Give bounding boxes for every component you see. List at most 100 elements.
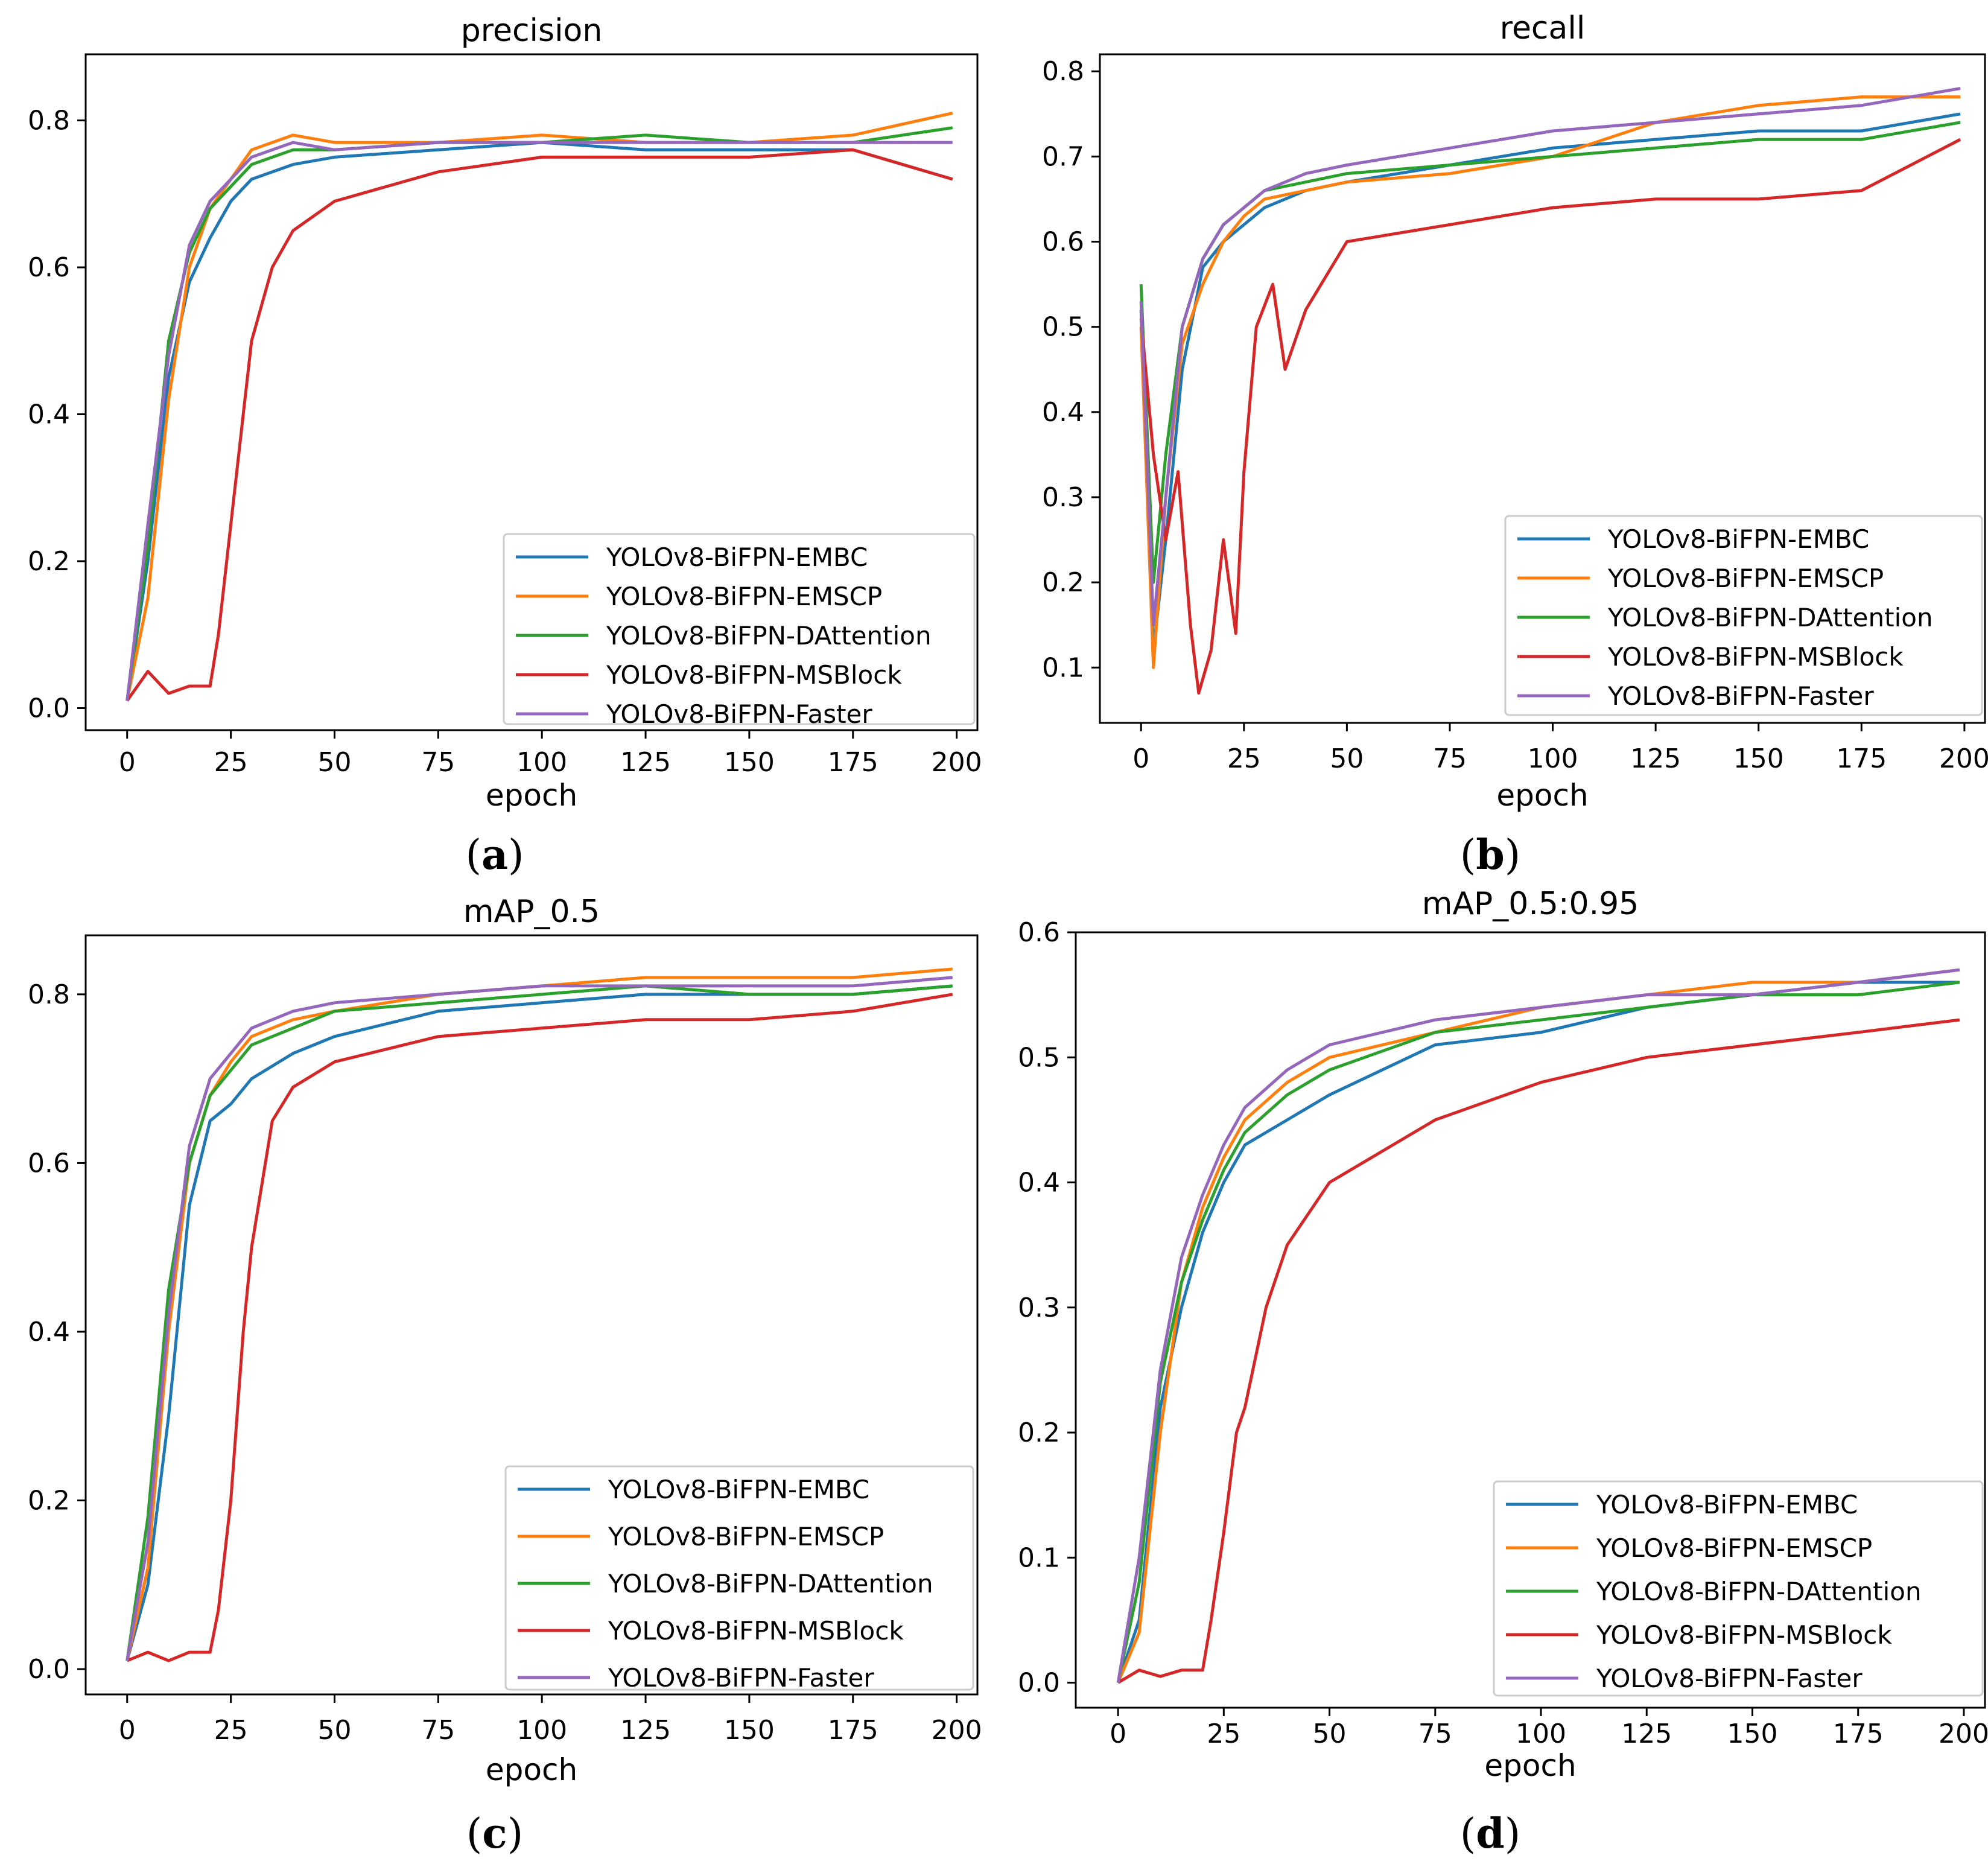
x-tick-label: 25 [214, 1715, 248, 1746]
legend-entry: YOLOv8-BiFPN-DAttention [608, 1569, 933, 1598]
y-tick-label: 0.0 [28, 1654, 70, 1685]
x-tick-label: 0 [119, 1715, 136, 1746]
axes-frame [84, 53, 979, 731]
x-tick-label: 200 [1939, 743, 1988, 774]
x-tick-label: 175 [828, 1715, 878, 1746]
x-tick-label: 175 [1833, 1719, 1884, 1749]
chart-title: mAP_0.5:0.95 [1422, 886, 1639, 922]
x-tick-label: 75 [1418, 1719, 1452, 1749]
y-tick-label: 0.4 [28, 399, 70, 430]
x-tick-label: 175 [828, 747, 878, 778]
x-tick-label: 25 [1227, 743, 1261, 774]
legend-entry: YOLOv8-BiFPN-EMSCP [1596, 1533, 1872, 1563]
series-line-yolov8-bifpn-msblock [1139, 138, 1961, 695]
series-line-yolov8-bifpn-faster [1139, 87, 1961, 627]
legend-box [1493, 1480, 1984, 1697]
y-tick-label: 0.1 [1042, 652, 1084, 683]
x-tick-label: 125 [620, 1715, 671, 1746]
x-tick-label: 200 [1939, 1719, 1988, 1749]
axes-frame [84, 934, 979, 1696]
series-line-yolov8-bifpn-faster [1116, 968, 1960, 1683]
x-tick-label: 25 [1207, 1719, 1240, 1749]
legend-entry: YOLOv8-BiFPN-MSBlock [608, 1616, 904, 1646]
chart-panel-a: precision 0 25 50 75 100 125 150 175 200 0.0 0.2 0.4… [28, 13, 982, 813]
x-axis-label: epoch [1484, 1748, 1576, 1783]
x-tick-label: 50 [1313, 1719, 1347, 1749]
series-line-yolov8-bifpn-msblock [125, 148, 953, 702]
x-tick-label: 175 [1836, 743, 1887, 774]
y-tick-label: 0.6 [28, 252, 70, 283]
y-tick-label: 0.4 [28, 1317, 70, 1347]
legend-entry: YOLOv8-BiFPN-EMBC [606, 542, 868, 572]
x-tick-label: 150 [724, 747, 775, 778]
y-tick-label: 0.2 [1018, 1417, 1060, 1448]
series-line-yolov8-bifpn-embc [1139, 112, 1961, 652]
legend-entry: YOLOv8-BiFPN-MSBlock [1607, 642, 1904, 672]
legend-entry: YOLOv8-BiFPN-DAttention [1607, 603, 1933, 632]
chart-panel-d: mAP_0.5:0.95 0 25 50 75 100 125 150 175 200 0.0 0.1… [1018, 886, 1988, 1783]
legend-entry: YOLOv8-BiFPN-EMSCP [1607, 564, 1884, 593]
plots-layer: precision 0 25 50 75 100 125 150 175 200 0.0 0.2 0.4… [28, 10, 1988, 1787]
legend-box [504, 1465, 974, 1691]
x-tick-label: 150 [724, 1715, 775, 1746]
series-line-yolov8-bifpn-dattention [1116, 981, 1960, 1684]
chart-title: recall [1500, 10, 1586, 46]
y-tick-label: 0.2 [28, 546, 70, 577]
x-tick-label: 50 [317, 1715, 351, 1746]
x-tick-label: 125 [620, 747, 671, 778]
legend: YOLOv8-BiFPN-EMBC YOLOv8-BiFPN-EMSCP YOLOv… [1493, 1480, 1984, 1697]
series-group [1139, 87, 1961, 695]
y-tick-label: 0.5 [1018, 1042, 1060, 1073]
y-tick-label: 0.0 [1018, 1668, 1060, 1699]
x-tick-label: 100 [516, 747, 567, 778]
legend-entry: YOLOv8-BiFPN-Faster [1607, 681, 1874, 711]
legend-entry: YOLOv8-BiFPN-Faster [608, 1663, 874, 1693]
series-group [1116, 968, 1960, 1684]
x-tick-label: 100 [1516, 1719, 1566, 1749]
y-tick-label: 0.2 [28, 1486, 70, 1516]
x-axis-label: epoch [1496, 778, 1588, 813]
series-line-yolov8-bifpn-emscp [1116, 968, 1960, 1684]
legend-entry: YOLOv8-BiFPN-DAttention [606, 621, 932, 650]
legend-box [1504, 515, 1983, 716]
legend-entry: YOLOv8-BiFPN-MSBlock [1596, 1620, 1892, 1650]
y-tick-label: 0.8 [28, 979, 70, 1010]
y-tick-label: 0.5 [1042, 312, 1084, 343]
y-tick-label: 0.4 [1018, 1168, 1060, 1198]
x-tick-label: 50 [1330, 743, 1364, 774]
series-group [125, 967, 953, 1662]
chart-title: mAP_0.5 [463, 894, 600, 930]
x-tick-label: 75 [421, 1715, 455, 1746]
series-line-yolov8-bifpn-msblock [126, 993, 953, 1662]
x-tick-label: 200 [932, 1715, 982, 1746]
y-tick-label: 0.6 [28, 1148, 70, 1178]
legend: YOLOv8-BiFPN-EMBC YOLOv8-BiFPN-EMSCP YOLOv… [503, 533, 976, 729]
panel-label-a: (a) [465, 831, 524, 879]
chart-panel-c: mAP_0.5 0 25 50 75 100 125 150 175 200 0.0 0.2 0.4 0.… [28, 894, 982, 1787]
legend-entry: YOLOv8-BiFPN-EMBC [608, 1475, 869, 1504]
legend-box [503, 533, 976, 725]
series-line-yolov8-bifpn-msblock [1117, 1018, 1960, 1684]
y-tick-label: 0.4 [1042, 397, 1084, 428]
y-tick-label: 0.7 [1042, 141, 1084, 172]
panel-label-c: (c) [466, 1810, 523, 1858]
x-tick-label: 50 [317, 747, 351, 778]
x-tick-label: 150 [1727, 1719, 1777, 1749]
y-tick-label: 0.0 [28, 693, 70, 724]
legend: YOLOv8-BiFPN-EMBC YOLOv8-BiFPN-EMSCP YOLOv… [504, 1465, 974, 1693]
series-line-yolov8-bifpn-dattention [1139, 121, 1961, 584]
legend-entry: YOLOv8-BiFPN-EMSCP [606, 582, 882, 611]
x-axis-label: epoch [486, 778, 577, 813]
y-tick-label: 0.3 [1018, 1293, 1060, 1323]
x-tick-label: 100 [516, 1715, 567, 1746]
series-group [125, 111, 953, 702]
axes-frame [1075, 931, 1986, 1709]
y-tick-label: 0.8 [1042, 56, 1084, 87]
x-tick-label: 125 [1630, 743, 1681, 774]
x-tick-label: 100 [1528, 743, 1578, 774]
legend-entry: YOLOv8-BiFPN-Faster [606, 699, 872, 729]
legend-entry: YOLOv8-BiFPN-MSBlock [606, 660, 902, 690]
panel-label-b: (b) [1460, 831, 1521, 879]
chart-title: precision [461, 13, 603, 49]
panel-label-d: (d) [1460, 1810, 1521, 1858]
